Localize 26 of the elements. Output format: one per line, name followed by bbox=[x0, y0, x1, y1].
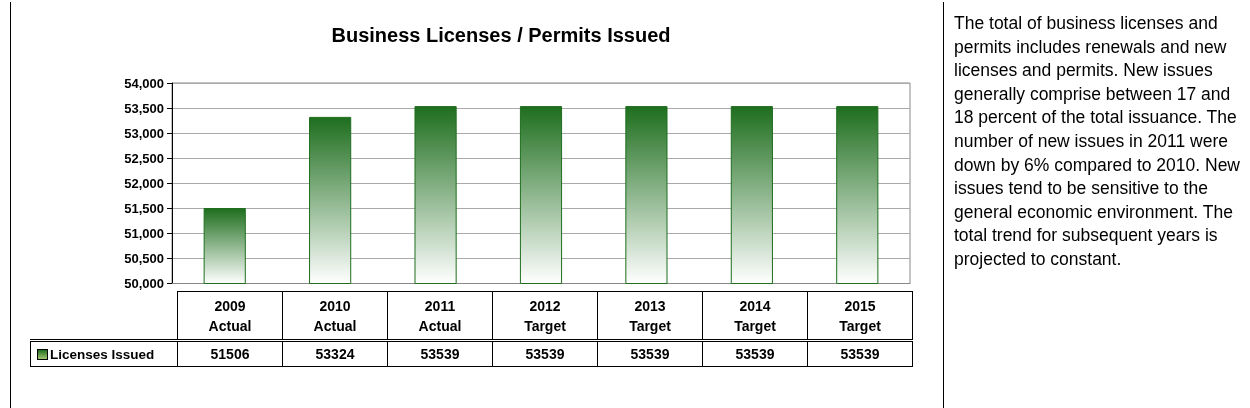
data-label: 53539 bbox=[807, 340, 913, 367]
y-tick-label: 54,000 bbox=[124, 75, 164, 91]
y-tick-label: 51,500 bbox=[124, 200, 164, 216]
y-tick-label: 51,000 bbox=[124, 225, 164, 241]
x-tick-label: 2013 Target bbox=[597, 291, 703, 341]
chart-title: Business Licenses / Permits Issued bbox=[331, 24, 671, 46]
data-label: 53539 bbox=[702, 340, 808, 367]
x-tick-label: 2012 Target bbox=[492, 291, 598, 341]
data-label: 53539 bbox=[492, 340, 598, 367]
y-tick-label: 53,000 bbox=[124, 125, 164, 141]
y-tick-label: 50,500 bbox=[124, 250, 164, 266]
y-tick-label: 52,500 bbox=[124, 150, 164, 166]
x-tick-label: 2009 Actual bbox=[177, 291, 283, 341]
text: The total of business licenses and permits includes renewals and new licenses and permits. New issues generally comprise between 17 and 18 percent of the total issuance. The number of new issues in 2011 were down by 6% compared to 2010. New issues tend to be sensitive to the general economic environment. The total trend for subsequent years is projected to constant. bbox=[954, 13, 1240, 269]
y-tick-label: 50,000 bbox=[124, 276, 164, 291]
data-label: 51506 bbox=[177, 340, 283, 367]
x-tick-label: 2014 Target bbox=[702, 291, 808, 341]
x-tick-label: 2011 Actual bbox=[387, 291, 493, 341]
x-tick-label: 2010 Actual bbox=[282, 291, 388, 341]
data-label: 53539 bbox=[387, 340, 493, 367]
y-tick-label: 53,500 bbox=[124, 100, 164, 116]
y-tick-label: 52,000 bbox=[124, 175, 164, 191]
data-label: 53324 bbox=[282, 340, 388, 367]
data-label: 53539 bbox=[597, 340, 703, 367]
legend-label: Licenses Issued bbox=[30, 340, 178, 367]
x-tick-label: 2015 Target bbox=[807, 291, 913, 341]
